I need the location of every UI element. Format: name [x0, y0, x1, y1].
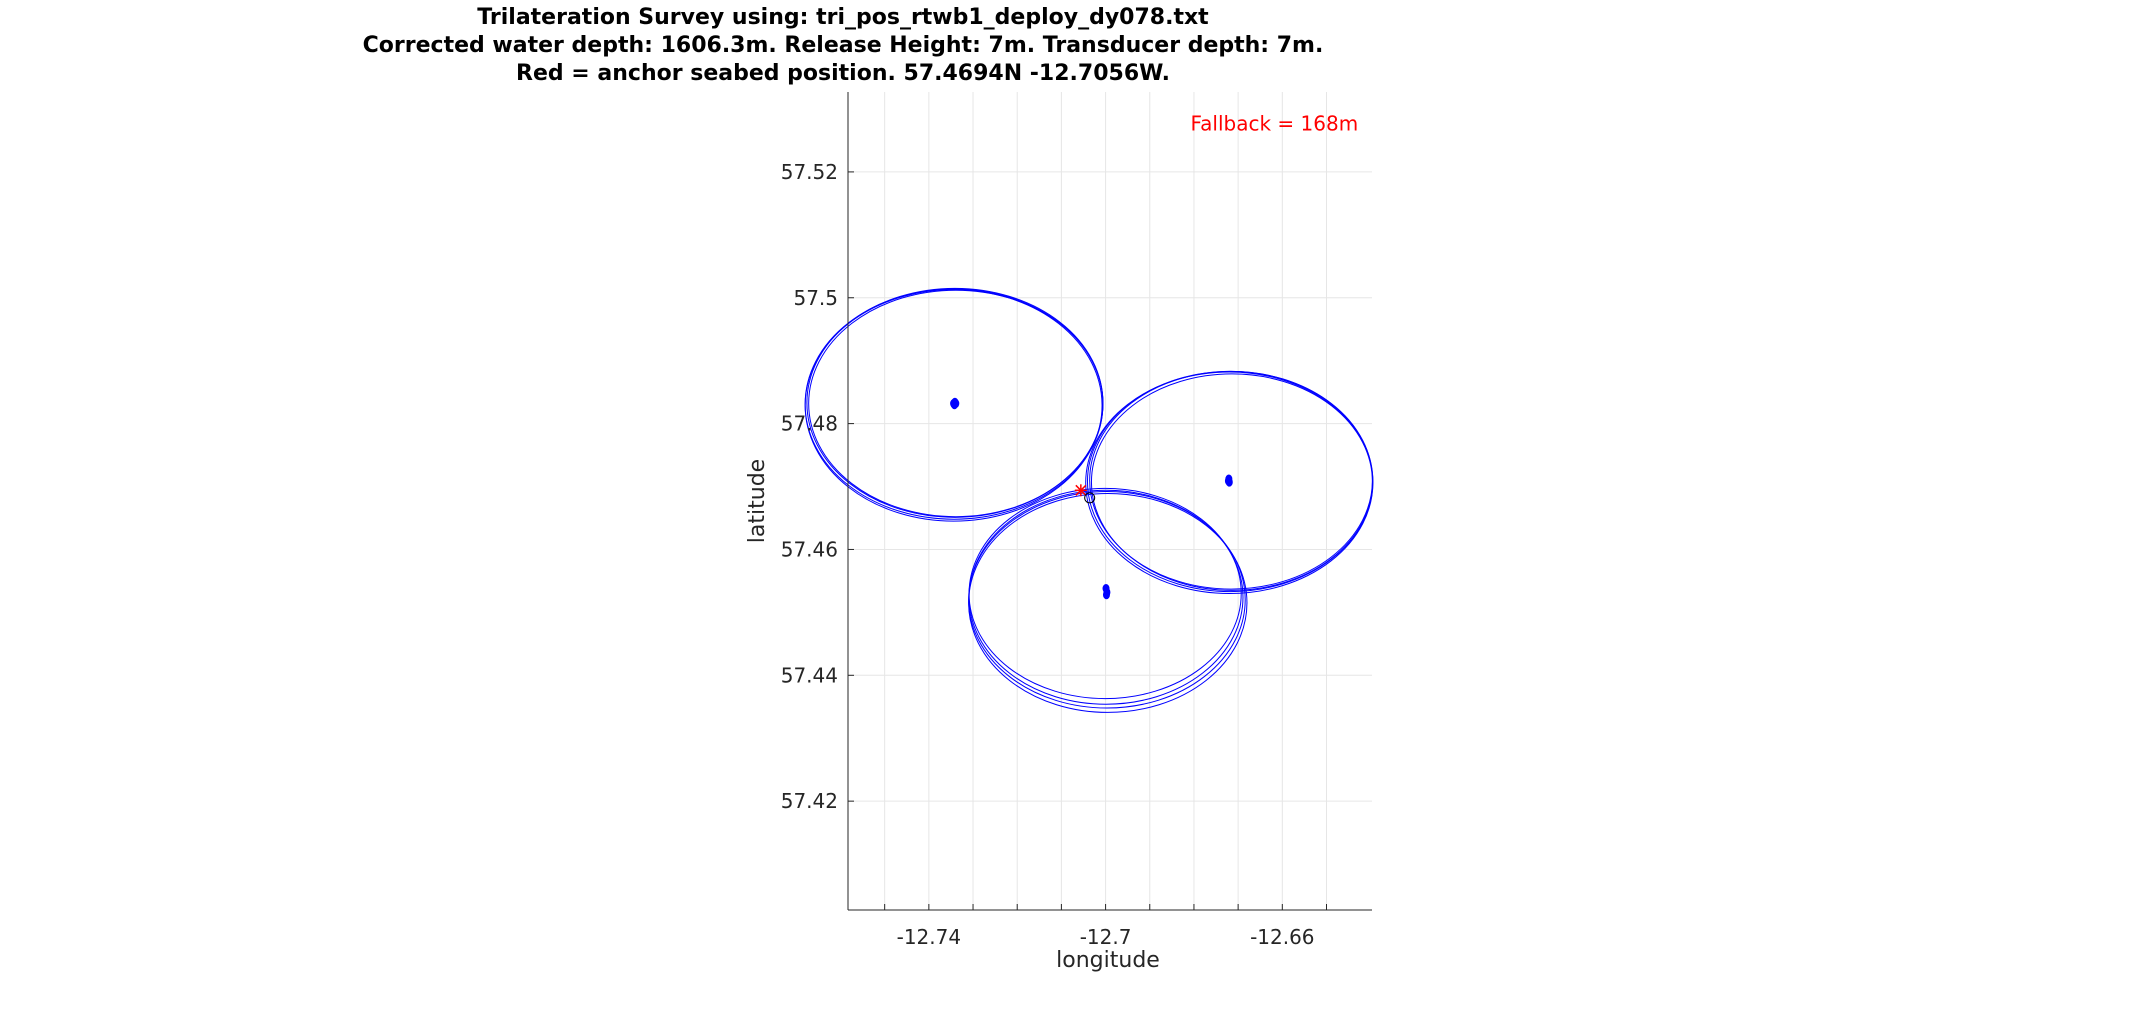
x-tick-label-2: -12.66	[1250, 925, 1314, 949]
y-tick-label-5: 57.52	[781, 160, 838, 184]
range-circle-0-3	[804, 289, 1103, 522]
title-line-3: Red = anchor seabed position. 57.4694N -…	[516, 61, 1170, 86]
y-tick-label-0: 57.42	[781, 789, 838, 813]
chart-title: Trilateration Survey using: tri_pos_rtwb…	[363, 5, 1324, 86]
grid-lines	[848, 92, 1372, 910]
y-tick-label-2: 57.46	[781, 537, 838, 561]
transponder-point-2-2	[1102, 590, 1110, 600]
title-line-1: Trilateration Survey using: tri_pos_rtwb…	[477, 5, 1209, 30]
y-tick-label-4: 57.5	[793, 286, 838, 310]
position-markers	[1074, 484, 1096, 504]
range-circle-0-2	[808, 289, 1104, 518]
range-circle-2-3	[968, 492, 1248, 713]
transponder-point-1-2	[1224, 476, 1232, 486]
x-tick-label-0: -12.74	[897, 925, 961, 949]
range-circle-1-3	[1090, 373, 1373, 591]
y-axis-label: latitude	[745, 459, 770, 543]
fallback-marker	[1084, 492, 1096, 504]
title-line-2: Corrected water depth: 1606.3m. Release …	[363, 33, 1324, 58]
fallback-annotation: Fallback = 168m	[1191, 111, 1359, 135]
y-tick-label-1: 57.44	[781, 663, 838, 687]
x-axis-label: longitude	[1056, 948, 1160, 973]
tick-labels: -12.74 -12.7 -12.66 57.42 57.44 57.46 57.48 57.…	[781, 160, 1315, 949]
axes-box	[847, 92, 1372, 911]
range-circles	[804, 287, 1374, 713]
x-tick-label-1: -12.7	[1080, 925, 1132, 949]
transponder-point-0-3	[950, 400, 958, 410]
y-tick-label-3: 57.48	[781, 412, 838, 436]
transponder-positions	[950, 397, 1233, 600]
